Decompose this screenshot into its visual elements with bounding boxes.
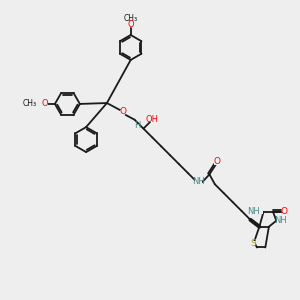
- Text: O: O: [128, 20, 134, 29]
- Text: S: S: [250, 239, 256, 248]
- Bar: [149, 118, 156, 122]
- Text: O: O: [213, 157, 220, 166]
- Text: O: O: [41, 99, 48, 108]
- Text: OH: OH: [146, 115, 159, 124]
- Text: NH: NH: [274, 216, 287, 225]
- Bar: [41, 102, 48, 106]
- Bar: [256, 210, 263, 214]
- Text: O: O: [281, 207, 288, 216]
- Bar: [282, 210, 286, 214]
- Text: O: O: [119, 107, 126, 116]
- Text: NH: NH: [192, 177, 205, 186]
- Text: NH: NH: [247, 207, 260, 216]
- Text: H: H: [134, 121, 140, 130]
- Bar: [135, 124, 139, 128]
- Bar: [277, 219, 284, 223]
- Bar: [214, 161, 219, 165]
- Bar: [128, 22, 134, 26]
- Bar: [195, 179, 202, 183]
- Bar: [250, 241, 255, 245]
- Text: CH₃: CH₃: [23, 99, 37, 108]
- Bar: [120, 110, 125, 114]
- Text: CH₃: CH₃: [124, 14, 138, 22]
